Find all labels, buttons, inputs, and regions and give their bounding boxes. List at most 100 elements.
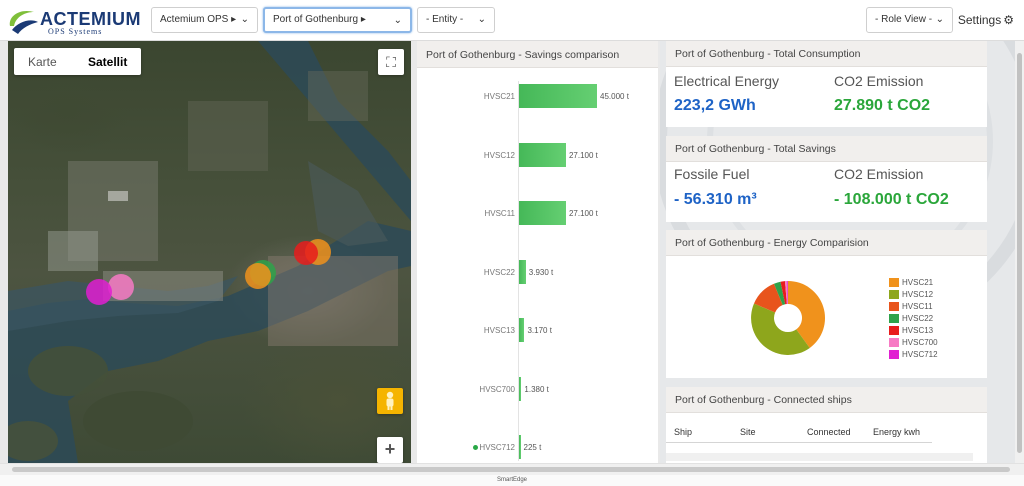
bar-label-hvsc700: HVSC700 — [479, 384, 515, 394]
bar-label-hvsc21: HVSC21 — [483, 92, 515, 101]
bar-axis — [518, 81, 519, 461]
map-marker-hvsc700[interactable] — [108, 274, 134, 300]
bar-label-hvsc12: HVSC12 — [483, 150, 515, 160]
bar-hvsc700[interactable] — [519, 376, 522, 401]
donut-slice-hvsc13 — [780, 281, 787, 305]
location-selector[interactable]: Port of Gothenburg ▸ ⌄ — [263, 7, 412, 33]
energy-comparison-card: Port of Gothenburg - Energy Comparision … — [666, 230, 987, 378]
location-selector-label: Port of Gothenburg ▸ — [273, 14, 366, 25]
legend-swatch — [889, 314, 899, 323]
table-scrollbar[interactable] — [666, 453, 973, 461]
fuel-label: Fossile Fuel — [674, 166, 750, 182]
map-tab-satellit[interactable]: Satellit — [88, 55, 128, 69]
zoom-in-button[interactable]: + — [377, 437, 403, 463]
legend-swatch — [889, 350, 899, 359]
total-savings-title: Port of Gothenburg - Total Savings — [666, 136, 987, 162]
fuel-value: - 56.310 m³ — [674, 191, 757, 208]
connected-ships-title: Port of Gothenburg - Connected ships — [666, 387, 987, 413]
map-view[interactable]: Karte Satellit ⛶ + — [8, 41, 411, 463]
energy-label: Electrical Energy — [674, 73, 780, 89]
bar-value-hvsc12: 27.100 t — [568, 150, 598, 160]
energy-comparison-title: Port of Gothenburg - Energy Comparision — [666, 230, 987, 256]
vertical-scrollbar-thumb[interactable] — [1017, 53, 1022, 453]
chevron-down-icon: ⌄ — [935, 14, 944, 25]
savings-co2-label: CO2 Emission — [834, 166, 924, 182]
donut-slice-hvsc11 — [754, 283, 783, 313]
bar-hvsc11[interactable] — [519, 201, 566, 225]
street-view-button[interactable] — [377, 388, 403, 414]
bar-hvsc21[interactable] — [519, 84, 597, 108]
legend-label: HVSC700 — [902, 338, 938, 347]
savings-comparison-panel: Port of Gothenburg - Savings comparison … — [417, 41, 658, 463]
legend-swatch — [889, 338, 899, 347]
legend-label: HVSC12 — [902, 290, 934, 299]
satellite-imagery — [8, 41, 411, 463]
settings-label: Settings — [957, 13, 1002, 27]
bar-value-hvsc712: 225 t — [523, 443, 542, 452]
map-marker-hvsc11[interactable] — [245, 263, 271, 289]
savings-co2-value: - 108.000 t CO2 — [834, 191, 949, 208]
co2-value: 27.890 t CO2 — [834, 97, 931, 114]
chevron-down-icon: ⌄ — [240, 14, 249, 25]
map-marker-hvsc712[interactable] — [86, 279, 112, 305]
savings-panel-title: Port of Gothenburg - Savings comparison — [417, 41, 658, 68]
bar-label-hvsc13: HVSC13 — [483, 326, 515, 335]
table-header-divider — [666, 442, 932, 443]
map-tab-karte[interactable]: Karte — [28, 55, 57, 69]
donut-slice-hvsc700 — [785, 281, 788, 305]
bar-label-hvsc11: HVSC11 — [484, 209, 515, 218]
settings-button[interactable]: Settings ⚙ — [958, 13, 1014, 27]
role-view-selector-label: - Role View - — [875, 14, 933, 25]
energy-value: 223,2 GWh — [674, 97, 756, 114]
column-header-connected[interactable]: Connected — [807, 427, 851, 437]
bar-hvsc22[interactable] — [519, 259, 526, 284]
donut-slice-hvsc21 — [788, 281, 826, 348]
consumption-title: Port of Gothenburg - Total Consumption — [666, 41, 987, 67]
actemium-logo: ACTEMIUM OPS Systems — [6, 6, 146, 36]
vertical-scrollbar[interactable] — [1015, 41, 1024, 463]
column-header-ship[interactable]: Ship — [674, 427, 693, 437]
legend-label: HVSC21 — [902, 278, 934, 287]
horizontal-scrollbar[interactable] — [0, 463, 1024, 475]
entity-selector[interactable]: - Entity - ⌄ — [417, 7, 495, 33]
entity-selector-label: - Entity - — [426, 14, 464, 25]
energy-donut-chart — [751, 280, 826, 355]
site-selector[interactable]: Actemium OPS ▸ ⌄ — [151, 7, 258, 33]
bar-value-hvsc700: 1.380 t — [524, 384, 549, 394]
legend-label: HVSC11 — [902, 302, 933, 311]
column-header-energy[interactable]: Energy kwh — [873, 427, 921, 437]
bar-label-hvsc712: HVSC712 — [479, 443, 515, 452]
legend-swatch — [889, 278, 899, 287]
bar-hvsc12[interactable] — [519, 142, 566, 167]
horizontal-scrollbar-thumb[interactable] — [12, 467, 1010, 472]
legend-label: HVSC13 — [902, 326, 934, 335]
zoom-in-label: + — [384, 439, 396, 459]
site-selector-label: Actemium OPS ▸ — [160, 14, 237, 25]
donut-slice-hvsc712 — [787, 280, 788, 304]
column-header-site[interactable]: Site — [740, 427, 756, 437]
donut-slice-hvsc22 — [774, 281, 786, 306]
pegman-icon — [386, 391, 394, 410]
donut-slice-hvsc12 — [751, 303, 810, 355]
legend-swatch — [889, 302, 899, 311]
fullscreen-button[interactable]: ⛶ — [378, 49, 404, 75]
bar-label-hvsc22: HVSC22 — [483, 267, 515, 277]
brand-name: ACTEMIUM — [40, 9, 141, 29]
bar-hvsc712[interactable] — [519, 435, 521, 459]
bar-value-hvsc22: 3.930 t — [528, 267, 554, 277]
fullscreen-icon: ⛶ — [386, 54, 396, 70]
top-bar: ACTEMIUM OPS Systems Actemium OPS ▸ ⌄ Po… — [0, 0, 1024, 41]
selected-indicator-dot — [473, 445, 478, 450]
role-view-selector[interactable]: - Role View - ⌄ — [866, 7, 953, 33]
legend-label: HVSC22 — [902, 314, 934, 323]
brand-subtitle: OPS Systems — [48, 27, 103, 36]
gear-icon: ⚙ — [1003, 13, 1014, 27]
logo-mark-icon — [9, 10, 38, 34]
footer-label: SmartEdge — [0, 475, 1024, 486]
total-savings-card: Port of Gothenburg - Total Savings Fossi… — [666, 136, 987, 222]
map-marker-hvsc13[interactable] — [294, 241, 318, 265]
bar-value-hvsc13: 3.170 t — [527, 326, 552, 335]
chevron-down-icon: ⌄ — [477, 14, 486, 25]
chevron-down-icon: ⌄ — [393, 15, 402, 26]
bar-hvsc13[interactable] — [519, 318, 525, 342]
